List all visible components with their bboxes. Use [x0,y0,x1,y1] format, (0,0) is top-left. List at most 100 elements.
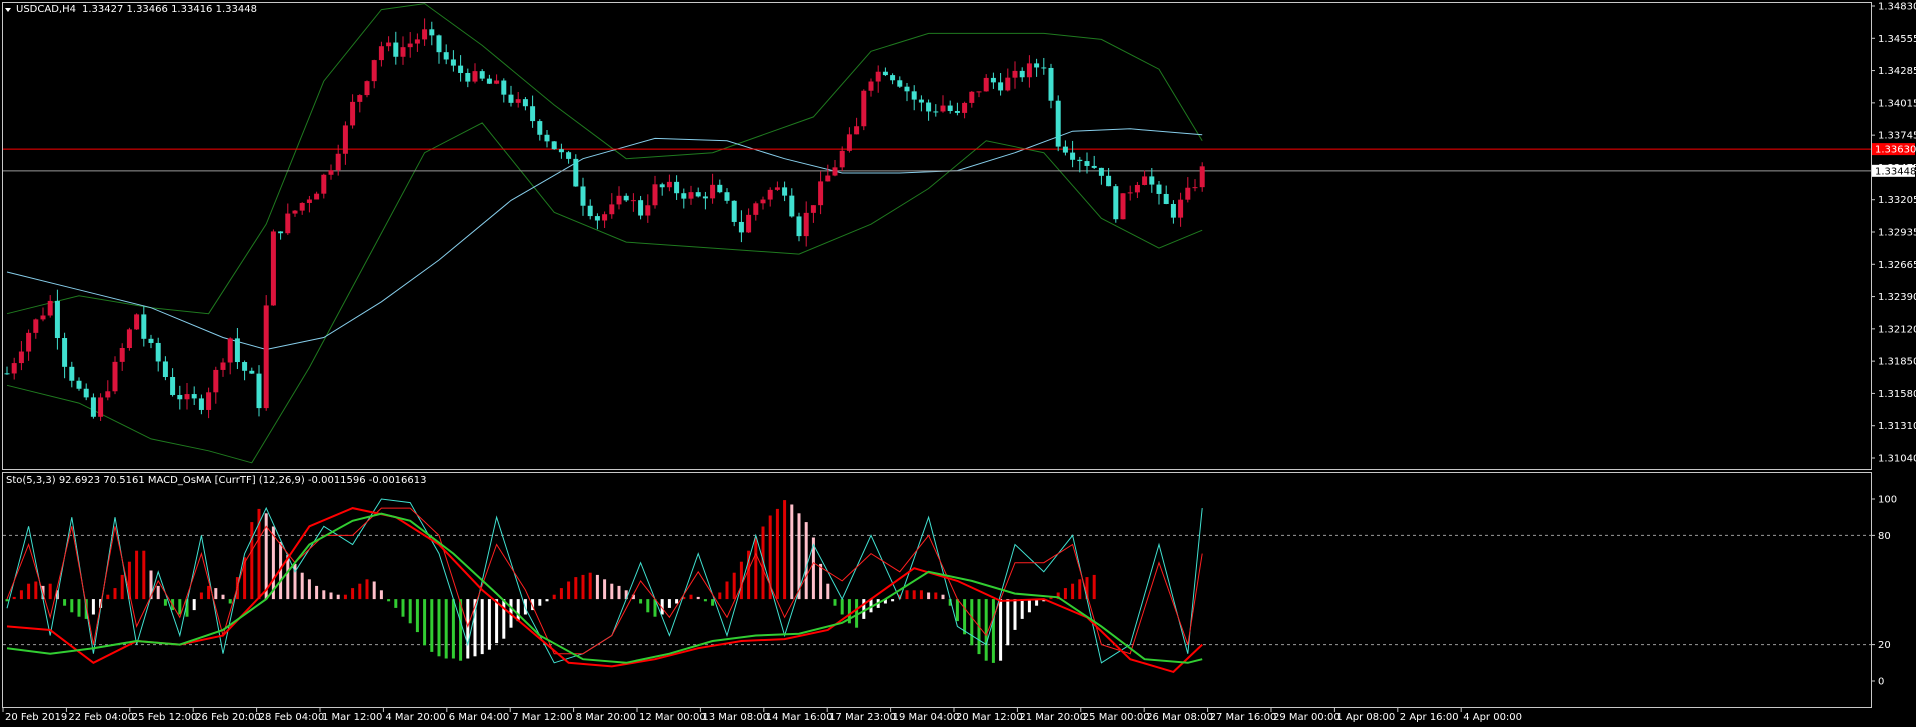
histogram-bar [250,522,254,600]
histogram-bar [243,557,247,600]
candle-body [335,153,341,171]
candle-body [155,342,161,362]
histogram-bar [408,599,412,624]
time-tick-label: 28 Feb 04:00 [259,712,325,723]
candle-body [436,35,442,53]
candle-body [1041,67,1047,69]
histogram-bar [883,599,887,604]
time-tick-label: 1 Mar 12:00 [322,712,382,723]
candle-body [371,60,377,82]
candle-body [746,214,752,233]
candle-body [465,72,471,82]
candle-body [1127,192,1133,194]
histogram-bar [912,590,916,600]
histogram-bar [221,594,225,600]
indicator-panel-frame [2,472,1872,708]
histogram-bar [862,599,866,619]
histogram-bar [905,590,909,600]
candle-body [976,91,982,93]
candle-body [386,42,392,47]
candle-body [350,101,356,126]
candle-body [242,362,248,371]
histogram-bar [315,585,319,600]
candle-body [1185,187,1191,200]
histogram-bar [631,594,635,600]
candle-body [897,80,903,87]
indicator-tick-label: 100 [1878,495,1897,506]
candle-body [328,170,334,175]
candle-body [141,314,147,339]
histogram-bar [667,599,671,608]
candle-body [40,315,46,320]
histogram-bar [624,590,628,600]
candle-body [962,102,968,113]
candle-body [76,380,82,389]
candle-body [1077,159,1083,162]
candle-body [213,369,219,393]
candle-body [947,105,953,112]
histogram-bar [372,581,376,600]
histogram-bar [660,599,664,615]
candle-body [630,200,636,202]
candle-body [1091,165,1097,168]
histogram-bar [747,550,751,600]
candle-body [1178,199,1184,218]
time-tick-label: 12 Mar 00:00 [639,712,706,723]
histogram-bar [574,577,578,600]
time-tick-label: 4 Apr 00:00 [1463,712,1522,723]
time-tick-label: 27 Mar 16:00 [1210,712,1277,723]
price-tick-label: 1.34555 [1878,34,1916,45]
candle-body [263,305,269,409]
candle-body [69,366,75,381]
candle-body [666,181,672,188]
time-tick-label: 2 Apr 16:00 [1400,712,1459,723]
time-tick-label: 25 Mar 00:00 [1083,712,1150,723]
candle-body [933,111,939,113]
indicator-header: Sto(5,3,3) 92.6923 70.5161 MACD_OsMA [Cu… [6,475,427,486]
histogram-bar [1078,579,1082,600]
time-tick-label: 29 Mar 00:00 [1273,712,1340,723]
time-tick-label: 6 Mar 04:00 [449,712,509,723]
histogram-bar [826,583,830,600]
candle-body [558,149,564,153]
histogram-bar [847,599,851,624]
candle-body [33,319,39,333]
candle-body [486,78,492,84]
candle-body [702,196,708,199]
histogram-bar [927,592,931,600]
candle-body [580,186,586,206]
histogram-bar [588,572,592,600]
candle-body [126,329,132,348]
candle-body [810,205,816,213]
candle-body [868,81,874,91]
histogram-bar [1027,599,1031,613]
histogram-bar [365,579,369,600]
histogram-bar [790,504,794,600]
indicator-tick-label: 80 [1878,531,1891,542]
candle-body [1012,70,1018,78]
candle-body [1084,161,1090,166]
histogram-bar [869,599,873,613]
candle-body [825,175,831,182]
candle-body [681,193,687,199]
histogram-bar [1085,577,1089,600]
histogram-bar [480,599,484,655]
time-tick-label: 25 Feb 12:00 [132,712,198,723]
histogram-bar [552,594,556,600]
candle-body [249,370,255,374]
candle-body [594,216,600,221]
histogram-bar [63,599,67,606]
histogram-bar [833,599,837,606]
histogram-bar [682,596,686,600]
histogram-bar [91,599,95,615]
histogram-bar [689,594,693,600]
candle-body [314,193,320,200]
candle-body [767,189,773,200]
candle-body [206,392,212,410]
candle-body [234,338,240,363]
histogram-bar [1056,592,1060,600]
histogram-bar [725,581,729,600]
chart-menu-triangle-icon[interactable] [5,8,11,12]
candle-body [645,205,651,216]
